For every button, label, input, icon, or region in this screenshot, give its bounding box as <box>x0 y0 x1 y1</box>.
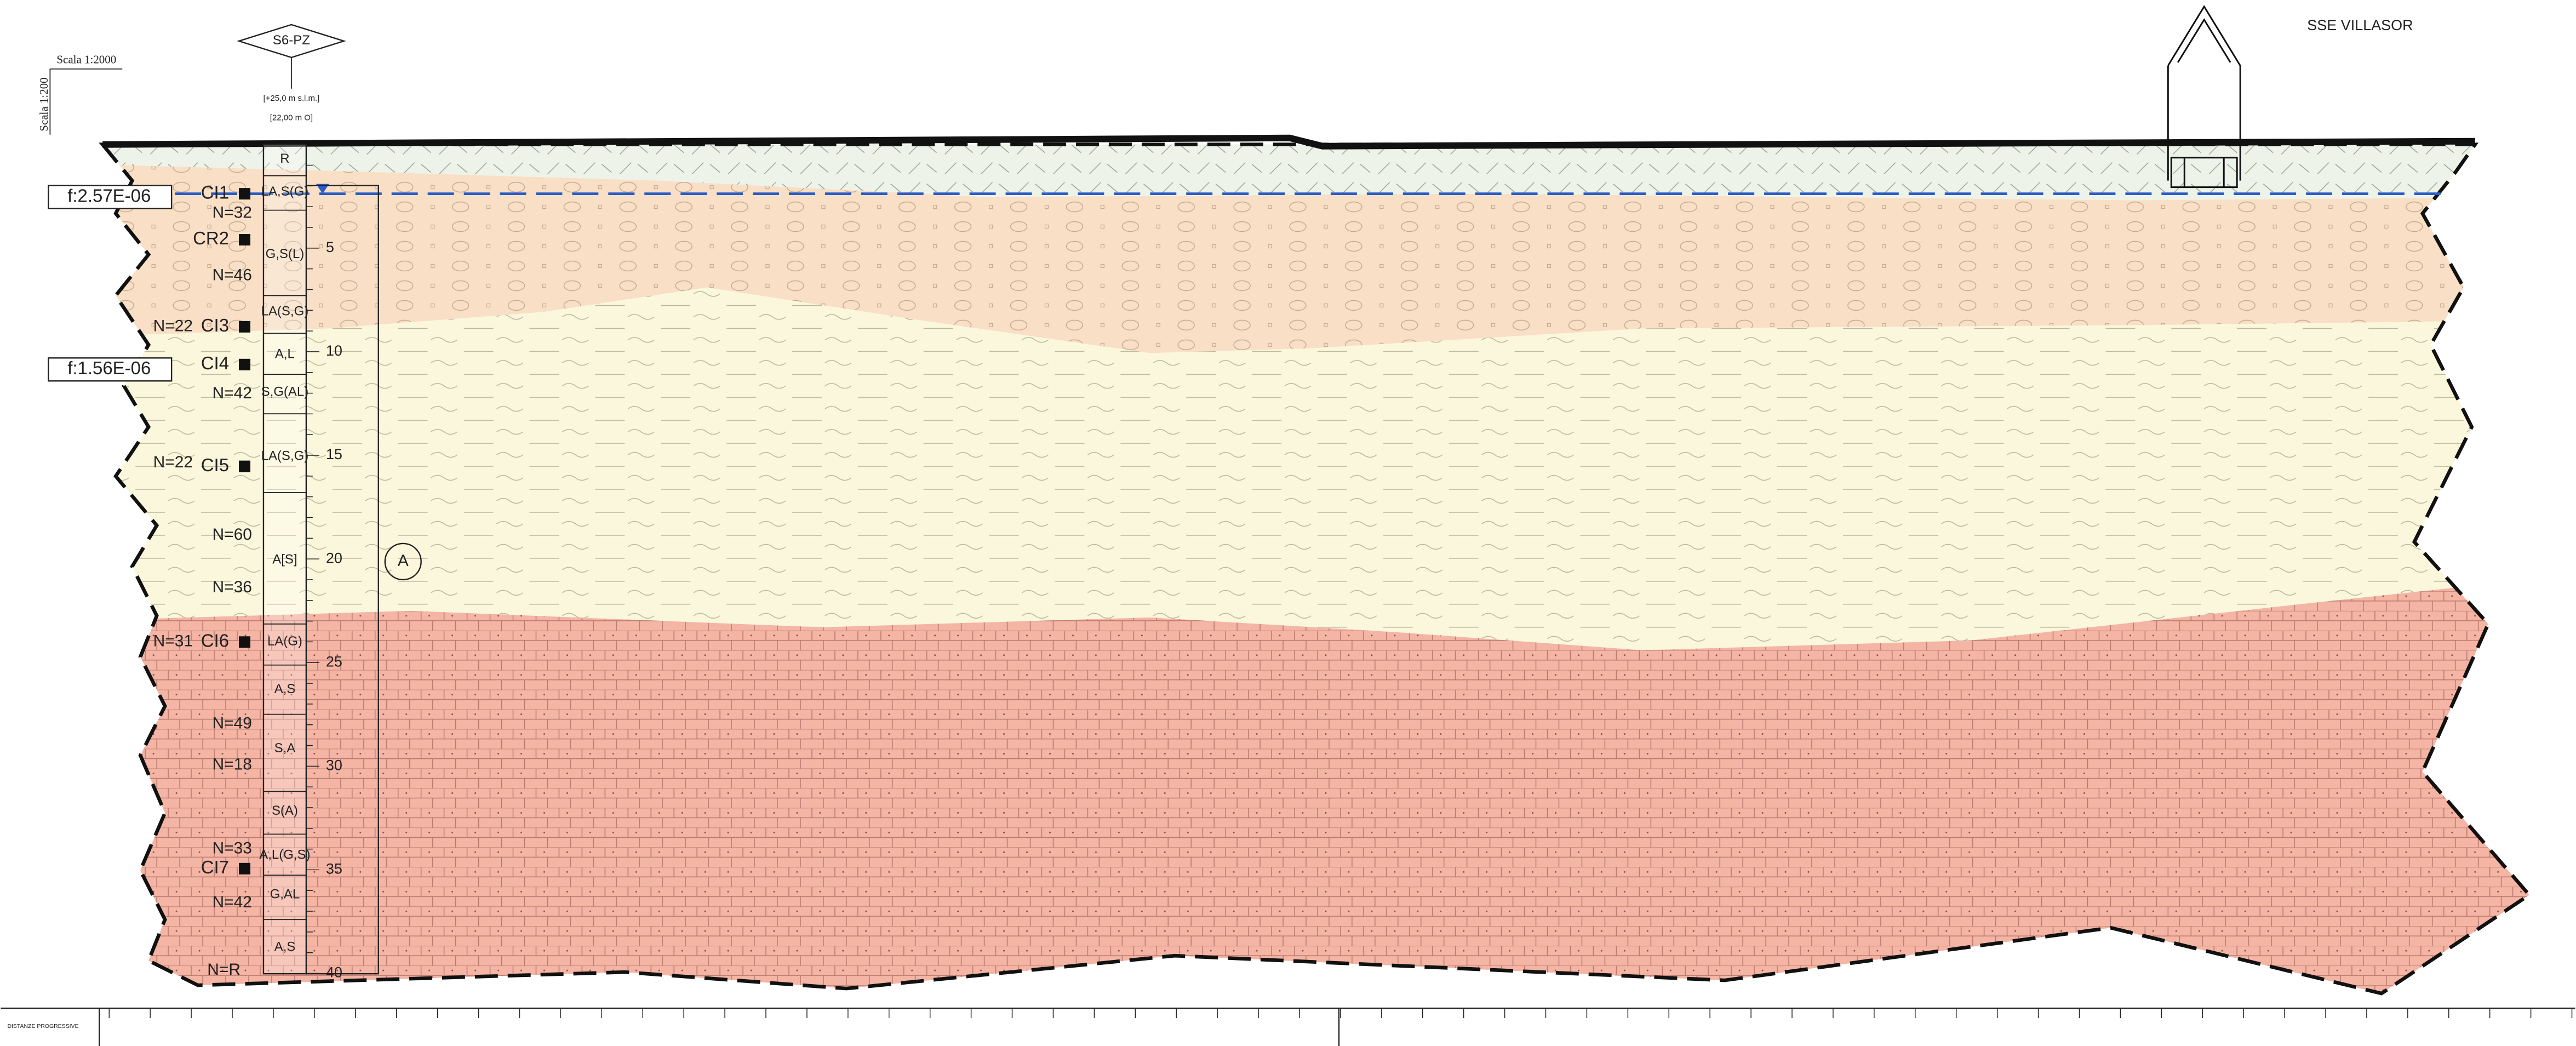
sample-marker <box>239 461 250 472</box>
elevation: [+25,0 m s.l.m.] <box>264 94 320 103</box>
depth-label: 30 <box>326 757 342 773</box>
spt-value: N=36 <box>213 578 252 596</box>
sample-label: CI4 <box>201 353 229 373</box>
permeability: f:1.56E-06 <box>67 358 151 378</box>
scale-v: Scala 1:200 <box>37 77 50 131</box>
lithology-code: LA(S,G) <box>261 304 309 319</box>
spt-value: N=R <box>207 961 241 979</box>
spt-value: N=42 <box>213 893 252 911</box>
sample-marker <box>239 188 250 199</box>
lithology-code: A,L <box>275 347 295 362</box>
sample-marker <box>239 636 250 648</box>
spt-value: N=18 <box>213 755 252 773</box>
layer-rock-hatch <box>83 578 2545 1002</box>
page: {"header": {"scale_h": "Scala 1:2000", "… <box>0 0 2576 1046</box>
scale-h: Scala 1:2000 <box>56 53 116 66</box>
lithology-code: LA(S,G) <box>261 448 309 463</box>
depth-label: 20 <box>326 550 342 566</box>
unit-label: A <box>398 552 409 570</box>
scale-box: Scala 1:2000 Scala 1:200 <box>37 53 122 135</box>
spt-value: N=60 <box>213 525 252 544</box>
lithology-code: S,G(AL) <box>261 385 309 399</box>
sample-label: CR2 <box>193 228 229 248</box>
sample-label: CI5 <box>201 455 229 475</box>
depth-label: 5 <box>326 239 334 255</box>
sample-label: CI3 <box>201 315 229 335</box>
spt-value: N=42 <box>213 384 252 402</box>
lithology-code: S(A) <box>272 803 298 818</box>
spt-value: N=22 <box>153 453 193 471</box>
depth-label: 15 <box>326 446 342 462</box>
sample-marker <box>239 863 250 874</box>
depth-label: 35 <box>326 861 342 877</box>
depth-label: 40 <box>326 964 342 981</box>
spt-value: N=22 <box>153 317 193 335</box>
lithology-code: LA(G) <box>267 634 302 649</box>
lithology-code: A,S <box>274 682 296 696</box>
sample-label: CI1 <box>201 182 229 202</box>
permeability: f:2.57E-06 <box>67 185 151 205</box>
spt-value: N=33 <box>213 839 252 857</box>
sample-marker <box>239 234 250 245</box>
sample-label: CI6 <box>201 630 229 650</box>
lithology-code: A[S] <box>272 552 297 567</box>
lithology-code: G,AL <box>270 887 300 902</box>
lithology-code: R <box>280 151 289 166</box>
station-name: SSE VILLASOR <box>2307 17 2413 33</box>
sample-label: CI7 <box>201 857 229 877</box>
lithology-code: LA,S(G) <box>261 184 309 199</box>
lithology-code: S,A <box>274 741 296 756</box>
geological-section: Scala 1:2000 Scala 1:200 S6-PZ [+25,0 m … <box>0 0 2576 1046</box>
spt-value: N=49 <box>213 715 252 733</box>
spt-value: N=31 <box>153 632 193 650</box>
depth-label: 25 <box>326 653 342 670</box>
sample-marker <box>239 359 250 370</box>
footer: DISTANZE PROGRESSIVE <box>1 1008 2575 1046</box>
footer-ticks <box>109 1008 2572 1018</box>
borehole-name: S6-PZ <box>273 33 310 48</box>
lithology-code: A,L(G,S) <box>259 848 310 862</box>
borehole-depth: [22,00 m O] <box>270 113 313 123</box>
lithology-code: A,S <box>274 940 296 954</box>
spt-value: N=32 <box>213 204 252 222</box>
layers <box>83 132 2545 1002</box>
spt-value: N=46 <box>213 266 252 284</box>
sample-marker <box>239 321 250 333</box>
lithology-code: G,S(L) <box>266 247 305 261</box>
footer-label: DISTANZE PROGRESSIVE <box>7 1024 78 1030</box>
depth-label: 10 <box>326 342 342 359</box>
